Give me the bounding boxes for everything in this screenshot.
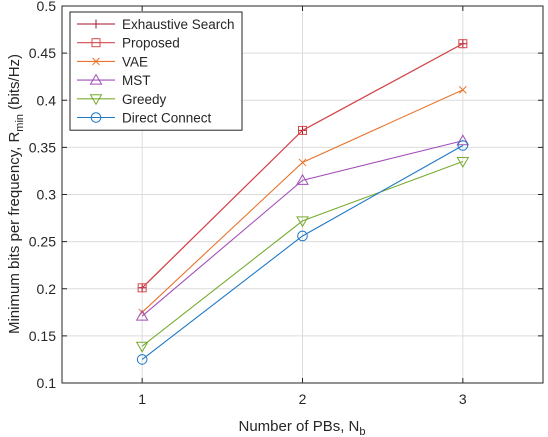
- y-tick-label: 0.3: [37, 187, 57, 203]
- data-point: [456, 134, 470, 146]
- y-tick-label: 0.1: [37, 375, 57, 391]
- x-axis-label-subscript: b: [359, 426, 365, 437]
- y-tick-label: 0.35: [29, 139, 56, 155]
- y-tick-label: 0.4: [37, 92, 57, 108]
- legend-marker: [91, 38, 101, 48]
- legend-marker: [91, 19, 101, 29]
- y-tick-label: 0.15: [29, 328, 56, 344]
- data-point: [136, 354, 148, 365]
- legend: Exhaustive Search Proposed VAE MST Greedy Dir…: [69, 11, 243, 131]
- data-point: [135, 309, 149, 321]
- data-point: [137, 283, 147, 293]
- data-point: [135, 341, 149, 353]
- data-point: [297, 230, 308, 242]
- data-point: [458, 86, 467, 94]
- axes: 0.1 0.15 0.2 0.25 0.3 0.35 0.4 0.45 0.5 1 2 3: [29, 0, 544, 407]
- legend-label: MST: [122, 73, 151, 88]
- y-tick-label: 0.2: [37, 281, 57, 297]
- legend-label: Greedy: [122, 92, 167, 107]
- series-line: [141, 43, 464, 289]
- series-line: [141, 160, 464, 347]
- x-axis-label: Number of PBs, Nb: [239, 418, 366, 437]
- legend-label: Exhaustive Search: [122, 17, 235, 32]
- x-tick-label: 2: [299, 391, 307, 407]
- legend-marker: [89, 73, 103, 85]
- legend-box: [69, 11, 243, 131]
- y-tick-label: 0.45: [29, 45, 56, 61]
- x-tick-label: 1: [138, 391, 146, 407]
- legend-marker: [92, 57, 100, 66]
- legend-marker: [89, 94, 103, 106]
- legend-label: Proposed: [122, 36, 180, 51]
- y-axis-label: Minimum bits per frequency, Rmin (bits/H…: [6, 54, 26, 334]
- data-point: [296, 173, 309, 185]
- legend-label: Direct Connect: [122, 111, 212, 126]
- series-group: [135, 39, 470, 365]
- y-axis-label-subscript: min: [14, 114, 26, 132]
- y-tick-label: 0.5: [37, 0, 57, 14]
- data-point: [457, 140, 469, 151]
- legend-label: VAE: [122, 54, 148, 69]
- data-point: [296, 216, 309, 228]
- series-line: [141, 140, 463, 317]
- y-tick-label: 0.25: [29, 234, 56, 250]
- legend-marker: [90, 112, 102, 123]
- data-point: [298, 125, 307, 135]
- x-tick-label: 3: [459, 391, 467, 407]
- data-point: [298, 158, 307, 167]
- data-point: [458, 39, 468, 49]
- data-point: [456, 157, 470, 169]
- series-line: [141, 145, 464, 360]
